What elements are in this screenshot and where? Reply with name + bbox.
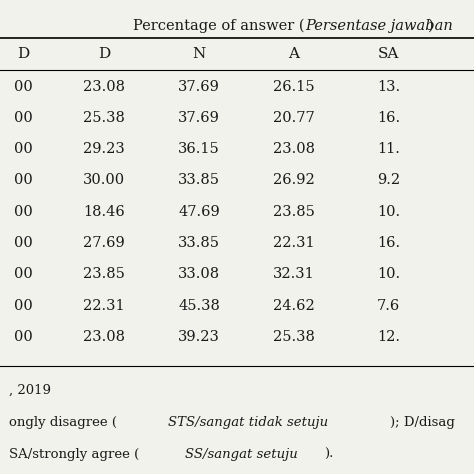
Text: 20.77: 20.77 <box>273 111 315 125</box>
Text: Percentage of answer (: Percentage of answer ( <box>133 19 304 33</box>
Text: 22.31: 22.31 <box>273 236 315 250</box>
Text: 23.08: 23.08 <box>83 330 125 344</box>
Text: 16.: 16. <box>377 111 400 125</box>
Text: 11.: 11. <box>377 142 400 156</box>
Text: Persentase jawaban: Persentase jawaban <box>305 19 453 33</box>
Text: 00: 00 <box>14 205 33 219</box>
Text: 18.46: 18.46 <box>83 205 125 219</box>
Text: 10.: 10. <box>377 267 400 282</box>
Text: 33.08: 33.08 <box>178 267 220 282</box>
Text: 26.15: 26.15 <box>273 80 315 94</box>
Text: 00: 00 <box>14 236 33 250</box>
Text: 7.6: 7.6 <box>377 299 401 313</box>
Text: 23.85: 23.85 <box>273 205 315 219</box>
Text: 00: 00 <box>14 173 33 188</box>
Text: 36.15: 36.15 <box>178 142 220 156</box>
Text: 9.2: 9.2 <box>377 173 400 188</box>
Text: ).: ). <box>324 448 333 461</box>
Text: SA: SA <box>378 47 400 62</box>
Text: STS/sangat tidak setuju: STS/sangat tidak setuju <box>168 416 328 429</box>
Text: 23.08: 23.08 <box>83 80 125 94</box>
Text: N: N <box>192 47 206 62</box>
Text: 22.31: 22.31 <box>83 299 125 313</box>
Text: 33.85: 33.85 <box>178 236 220 250</box>
Text: ); D/disag: ); D/disag <box>390 416 455 429</box>
Text: ): ) <box>428 19 433 33</box>
Text: 23.08: 23.08 <box>273 142 315 156</box>
Text: 12.: 12. <box>377 330 400 344</box>
Text: 37.69: 37.69 <box>178 111 220 125</box>
Text: 23.85: 23.85 <box>83 267 125 282</box>
Text: 29.23: 29.23 <box>83 142 125 156</box>
Text: 25.38: 25.38 <box>83 111 125 125</box>
Text: 16.: 16. <box>377 236 400 250</box>
Text: 37.69: 37.69 <box>178 80 220 94</box>
Text: A: A <box>288 47 300 62</box>
Text: 27.69: 27.69 <box>83 236 125 250</box>
Text: 32.31: 32.31 <box>273 267 315 282</box>
Text: 13.: 13. <box>377 80 400 94</box>
Text: 00: 00 <box>14 299 33 313</box>
Text: 00: 00 <box>14 330 33 344</box>
Text: 30.00: 30.00 <box>83 173 125 188</box>
Text: SS/sangat setuju: SS/sangat setuju <box>185 448 298 461</box>
Text: 00: 00 <box>14 142 33 156</box>
Text: 00: 00 <box>14 267 33 282</box>
Text: 45.38: 45.38 <box>178 299 220 313</box>
Text: 33.85: 33.85 <box>178 173 220 188</box>
Text: , 2019: , 2019 <box>9 384 52 397</box>
Text: 25.38: 25.38 <box>273 330 315 344</box>
Text: 00: 00 <box>14 111 33 125</box>
Text: SA/strongly agree (: SA/strongly agree ( <box>9 448 140 461</box>
Text: 00: 00 <box>14 80 33 94</box>
Text: 26.92: 26.92 <box>273 173 315 188</box>
Text: 24.62: 24.62 <box>273 299 315 313</box>
Text: 47.69: 47.69 <box>178 205 220 219</box>
Text: 10.: 10. <box>377 205 400 219</box>
Text: 39.23: 39.23 <box>178 330 220 344</box>
Text: ongly disagree (: ongly disagree ( <box>9 416 118 429</box>
Text: D: D <box>98 47 110 62</box>
Text: D: D <box>18 47 30 62</box>
